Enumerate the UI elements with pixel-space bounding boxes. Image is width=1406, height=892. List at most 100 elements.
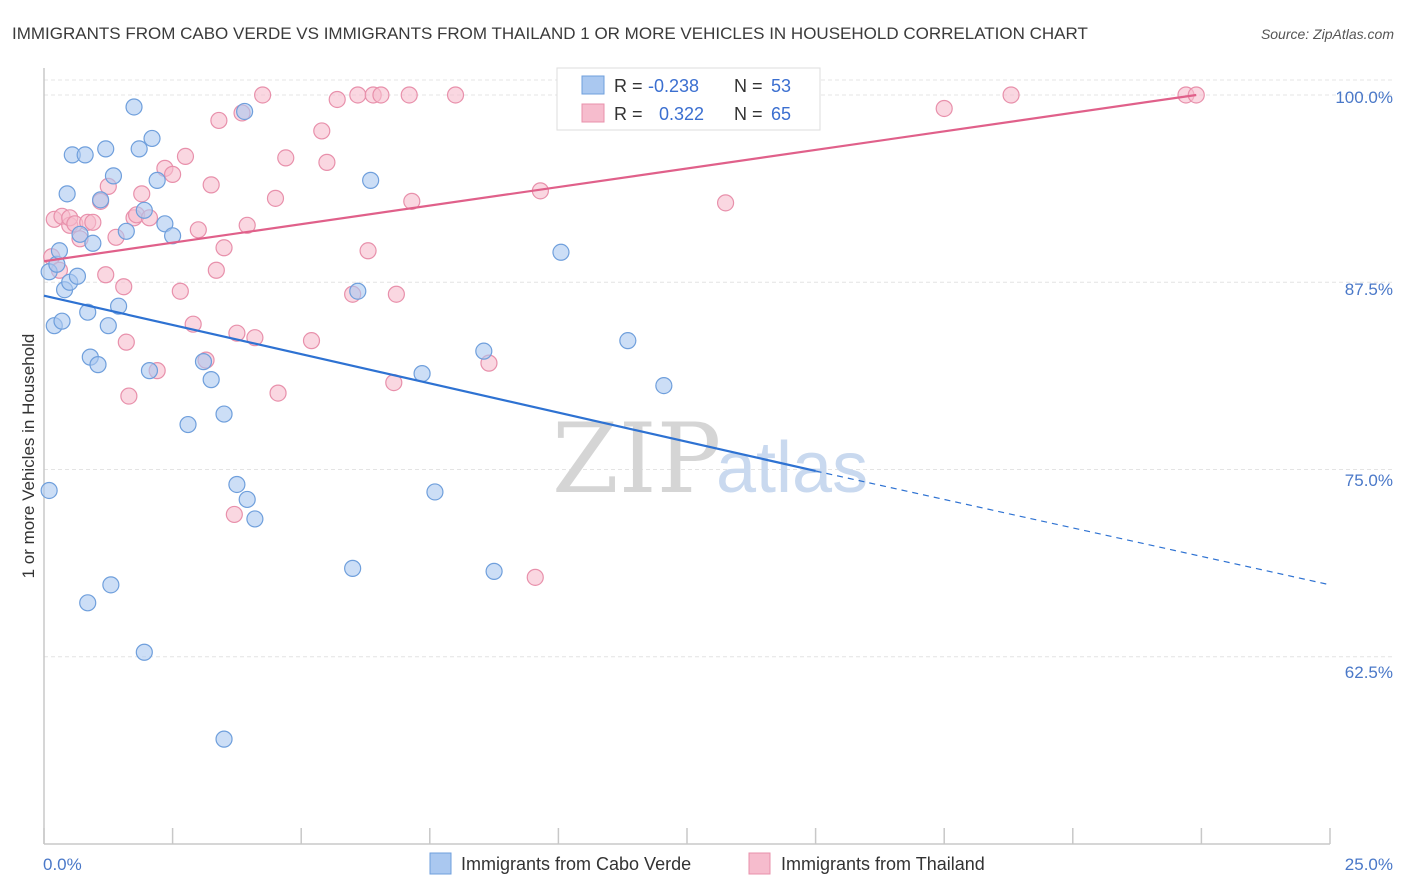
legend-n-label-1: N = [734, 76, 763, 96]
watermark-zip: ZIP [552, 403, 721, 515]
cabo-verde-point-36 [202, 371, 220, 389]
chart-title: IMMIGRANTS FROM CABO VERDE VS IMMIGRANTS… [12, 24, 1088, 43]
legend-swatch-cabo-verde [581, 75, 605, 95]
thailand-point-30 [207, 261, 225, 279]
bottom-legend-label-thailand: Immigrants from Thailand [781, 854, 985, 874]
cabo-verde-point-39 [228, 475, 246, 494]
series-cabo-verde-points [40, 98, 673, 748]
thailand-point-14 [115, 278, 133, 296]
thailand-point-62 [1002, 86, 1020, 104]
thailand-point-48 [359, 242, 377, 260]
x-axis-ticks [43, 828, 1331, 844]
cabo-verde-point-43 [344, 559, 362, 577]
cabo-verde-point-13 [79, 303, 97, 321]
thailand-point-52 [387, 285, 405, 303]
cabo-verde-point-16 [84, 234, 102, 252]
thailand-point-9 [84, 213, 102, 231]
thailand-point-44 [318, 153, 336, 171]
thailand-point-33 [225, 505, 243, 524]
y-axis-label: 1 or more Vehicles in Household [19, 334, 38, 579]
bottom-legend-swatch-thailand [748, 852, 771, 875]
cabo-verde-point-10 [68, 267, 87, 285]
cabo-verde-point-27 [135, 201, 153, 219]
cabo-verde-point-26 [130, 140, 148, 158]
cabo-verde-point-19 [97, 140, 115, 158]
cabo-verde-point-49 [485, 562, 503, 580]
thailand-point-27 [189, 221, 207, 239]
thailand-point-16 [120, 387, 138, 405]
cabo-verde-point-32 [156, 215, 174, 233]
cabo-verde-point-44 [349, 282, 367, 300]
cabo-verde-point-22 [104, 167, 123, 185]
cabo-verde-point-45 [362, 171, 380, 189]
thailand-point-53 [400, 86, 418, 104]
legend-n-value-1: 53 [771, 76, 791, 96]
cabo-verde-point-52 [655, 377, 673, 395]
thailand-point-43 [313, 122, 331, 140]
cabo-verde-point-28 [135, 643, 153, 661]
thailand-point-36 [238, 216, 256, 234]
cabo-verde-point-38 [215, 405, 233, 423]
legend-r-label-2: R = [614, 104, 643, 124]
cabo-verde-point-25 [125, 98, 143, 116]
cabo-verde-point-21 [102, 576, 120, 594]
thailand-point-57 [526, 568, 544, 586]
x-tick-label-0: 0.0% [43, 855, 82, 874]
x-tick-label-25: 25.0% [1345, 855, 1393, 874]
cabo-verde-point-41 [238, 490, 256, 509]
y-tick-label-62-5: 62.5% [1345, 663, 1393, 682]
cabo-verde-point-50 [552, 243, 570, 261]
legend-r-label-1: R = [614, 76, 643, 96]
cabo-verde-point-1 [40, 481, 58, 500]
thailand-point-60 [716, 194, 735, 212]
cabo-verde-point-29 [140, 362, 159, 380]
cabo-verde-point-31 [148, 171, 166, 189]
legend: R = -0.238 N = 53 R = 0.322 N = 65 [556, 67, 821, 131]
thailand-point-39 [266, 189, 285, 207]
legend-r-value-2: 0.322 [659, 104, 704, 124]
cabo-verde-point-23 [109, 297, 128, 315]
bottom-legend-label-cabo-verde: Immigrants from Cabo Verde [461, 854, 691, 874]
cabo-verde-point-20 [99, 317, 117, 335]
cabo-verde-point-47 [426, 483, 444, 501]
bottom-legend-swatch-cabo-verde [429, 852, 452, 875]
cabo-verde-point-35 [194, 353, 213, 371]
cabo-verde-point-14 [79, 594, 97, 612]
cabo-verde-point-4 [50, 242, 69, 260]
cabo-verde-point-40 [236, 102, 254, 121]
gridlines [44, 79, 1394, 658]
thailand-point-24 [171, 282, 189, 300]
thailand-point-50 [372, 86, 390, 104]
cabo-verde-point-5 [53, 312, 71, 330]
thailand-point-31 [210, 111, 228, 130]
legend-n-value-2: 65 [771, 104, 791, 124]
cabo-verde-point-18 [91, 191, 110, 209]
thailand-point-41 [277, 149, 295, 167]
y-tick-label-87-5: 87.5% [1345, 280, 1393, 299]
thailand-point-23 [164, 165, 182, 183]
cabo-verde-point-48 [475, 342, 493, 360]
legend-r-value-1: -0.238 [648, 76, 699, 96]
cabo-verde-point-17 [89, 356, 107, 374]
thailand-point-61 [935, 99, 953, 118]
legend-n-label-2: N = [734, 104, 763, 124]
chart-source: Source: ZipAtlas.com [1261, 26, 1394, 42]
cabo-verde-point-37 [215, 730, 233, 748]
y-tick-label-75: 75.0% [1345, 471, 1393, 490]
thailand-point-25 [176, 147, 195, 165]
cabo-verde-point-42 [246, 510, 264, 528]
cabo-verde-point-24 [117, 222, 135, 240]
cabo-verde-trend-line [43, 294, 816, 473]
thailand-point-32 [215, 239, 233, 257]
y-tick-labels: 100.0% 87.5% 75.0% 62.5% [1335, 88, 1393, 682]
cabo-verde-point-12 [76, 146, 94, 164]
bottom-legend: Immigrants from Cabo Verde Immigrants fr… [429, 852, 985, 875]
watermark-atlas: atlas [716, 428, 868, 508]
cabo-verde-trend-extension [815, 470, 1331, 586]
thailand-trend-line [43, 93, 1197, 263]
cabo-verde-point-30 [143, 129, 161, 148]
thailand-point-45 [328, 90, 346, 109]
thailand-point-29 [202, 176, 220, 194]
cabo-verde-point-11 [71, 225, 89, 243]
